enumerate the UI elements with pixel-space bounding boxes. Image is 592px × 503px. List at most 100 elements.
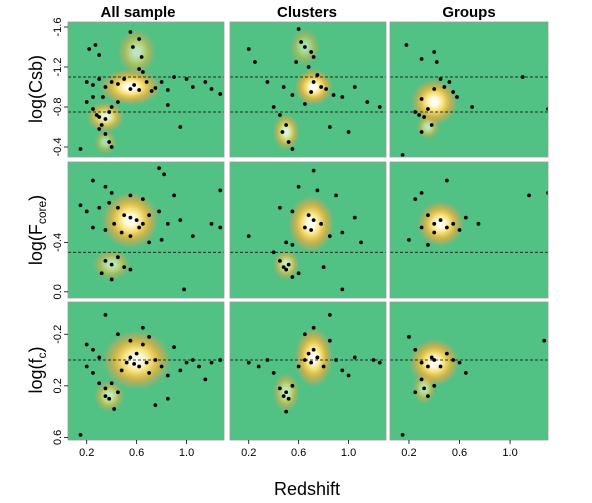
scatter-point <box>286 396 291 401</box>
y-tick-label: -0.4 <box>52 233 64 252</box>
scatter-point <box>97 77 102 81</box>
scatter-point <box>306 351 311 356</box>
scatter-point <box>218 188 223 193</box>
scatter-point <box>84 364 89 369</box>
scatter-point <box>271 371 276 375</box>
scatter-point <box>91 178 95 183</box>
scatter-point <box>319 85 324 89</box>
scatter-point <box>302 45 307 49</box>
col-title-groups: Groups <box>442 4 495 21</box>
scatter-point <box>153 403 158 408</box>
row-label-fcore-sub: core <box>35 200 49 224</box>
scatter-point <box>103 228 108 232</box>
scatter-point <box>103 386 108 391</box>
scatter-point <box>165 373 170 378</box>
scatter-point <box>137 67 142 71</box>
scatter-point <box>331 93 336 97</box>
scatter-point <box>128 87 133 91</box>
scatter-point <box>165 221 170 226</box>
scatter-point <box>419 130 424 134</box>
x-tick-label: 0.6 <box>291 447 306 459</box>
scatter-point <box>172 345 176 350</box>
scatter-point <box>116 255 120 260</box>
scatter-point <box>296 364 301 369</box>
scatter-point <box>294 60 299 64</box>
scatter-point <box>99 271 104 276</box>
scatter-point <box>426 394 430 399</box>
scatter-point <box>400 153 405 157</box>
scatter-point <box>78 203 83 208</box>
y-tick-label: -0.4 <box>52 138 64 157</box>
scatter-point <box>91 347 95 352</box>
scatter-point <box>165 103 170 107</box>
scatter-point <box>444 225 449 230</box>
scatter-point <box>109 381 114 386</box>
scatter-point <box>281 394 286 399</box>
panel-fcore-0: -0.4 0.0 <box>52 161 225 299</box>
scatter-point <box>413 390 418 395</box>
scatter-point <box>178 125 183 129</box>
scatter-point <box>278 386 282 391</box>
scatter-point <box>178 368 183 373</box>
scatter-point <box>429 355 434 360</box>
panel-csb-0: -1.6 -1.2 -0.8 -0.4 <box>52 18 225 158</box>
scatter-point <box>413 110 418 114</box>
scatter-point <box>93 43 98 47</box>
scatter-point <box>324 87 328 91</box>
scatter-points <box>78 312 223 437</box>
scatter-point <box>172 193 176 198</box>
scatter-point <box>137 37 142 41</box>
density-peak <box>116 28 157 76</box>
scatter-point <box>455 95 459 99</box>
x-tick-label: 0.6 <box>129 447 144 459</box>
scatter-point <box>218 225 223 230</box>
scatter-point <box>190 358 195 362</box>
scatter-point <box>432 358 437 362</box>
scatter-point <box>112 407 117 411</box>
scatter-point <box>432 87 437 91</box>
density-peak <box>272 112 301 152</box>
density-peak <box>287 194 336 254</box>
scatter-point <box>476 221 481 226</box>
density-peak <box>100 190 161 250</box>
density-peak <box>293 67 334 107</box>
density-peak <box>409 78 459 126</box>
scatter-point <box>315 73 320 77</box>
scatter-point <box>159 364 164 369</box>
scatter-points <box>400 334 547 437</box>
scatter-point <box>434 60 439 64</box>
scatter-point <box>327 234 332 239</box>
scatter-point <box>265 80 270 84</box>
scatter-point <box>134 351 139 356</box>
y-tick-label: 0.0 <box>52 284 64 299</box>
scatter-point <box>103 117 108 121</box>
scatter-point <box>284 267 289 272</box>
panel-frame <box>229 21 387 158</box>
col-title-all-sample: All sample <box>100 4 175 21</box>
scatter-point <box>149 89 154 93</box>
scatter-point <box>103 259 108 263</box>
scatter-point <box>116 82 120 86</box>
scatter-point <box>103 132 108 136</box>
scatter-point <box>107 110 112 114</box>
scatter-point <box>153 358 158 362</box>
scatter-point <box>432 50 437 54</box>
scatter-point <box>542 338 547 343</box>
scatter-point <box>157 166 162 171</box>
scatter-point <box>184 77 189 81</box>
scatter-point <box>78 432 83 437</box>
scatter-point <box>451 358 456 362</box>
row-label-fc-tail: ) <box>26 346 46 352</box>
panel-fc-0: -0.2 0.2 0.6 0.2 0.6 1.0 <box>52 301 225 459</box>
scatter-point <box>107 140 112 144</box>
density-peak <box>415 114 441 140</box>
x-tick-label: 1.0 <box>502 447 517 459</box>
scatter-point <box>278 205 282 210</box>
scatter-point <box>290 383 295 388</box>
scatter-point <box>417 113 421 117</box>
density-layer <box>409 78 459 140</box>
scatter-point <box>359 240 363 245</box>
scatter-point <box>311 325 316 330</box>
scatter-point <box>137 88 142 92</box>
